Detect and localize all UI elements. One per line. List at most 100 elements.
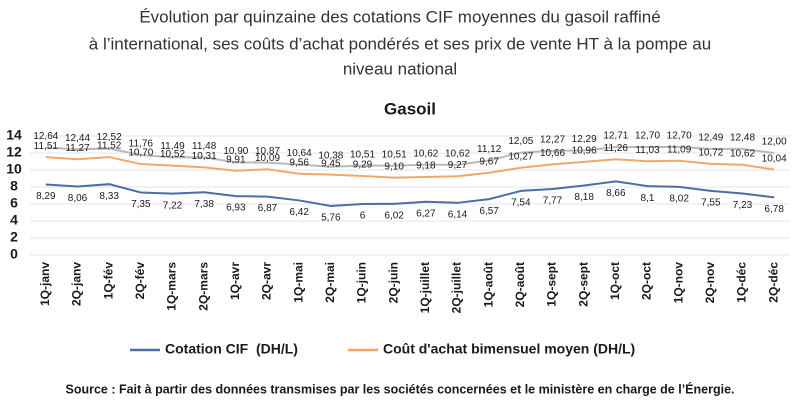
data-label: 9,10 (384, 161, 404, 172)
y-tick-label: 0 (10, 246, 18, 262)
y-tick-label: 4 (10, 212, 18, 228)
data-label: 7,23 (733, 200, 753, 211)
data-label: 8,1 (641, 193, 655, 204)
series-line (45, 156, 775, 179)
data-label: 10,62 (445, 148, 470, 159)
data-label: 6,02 (384, 210, 404, 221)
x-tick-label: 1Q-mai (291, 262, 305, 303)
data-label: 11,03 (635, 145, 660, 156)
x-tick-label: 1Q-fév (101, 262, 115, 300)
x-tick-label: 1Q-juillet (418, 262, 432, 313)
x-tick-label: 2Q-juillet (450, 262, 464, 313)
data-label: 9,29 (353, 160, 373, 171)
data-label: 10,66 (540, 148, 565, 159)
data-label: 8,29 (36, 191, 56, 202)
source-note: Source : Fait à partir des données trans… (65, 381, 734, 396)
chart-subtitle: Gasoil (384, 99, 436, 118)
x-tick-label: 2Q-déc (766, 262, 780, 303)
data-label: 8,02 (669, 193, 689, 204)
data-label: 12,70 (635, 131, 660, 142)
y-tick-label: 12 (6, 144, 22, 160)
x-tick-label: 2Q-août (513, 262, 527, 307)
data-label: 12,00 (762, 137, 787, 148)
data-label: 12,64 (33, 131, 58, 142)
data-label: 11,52 (97, 141, 122, 152)
data-label: 12,29 (572, 134, 597, 145)
data-label: 10,90 (223, 146, 248, 157)
data-label: 10,27 (508, 151, 533, 162)
data-label: 11,26 (604, 143, 629, 154)
x-tick-label: 2Q-avr (260, 262, 274, 300)
data-label: 10,62 (730, 148, 755, 159)
chart-title: Évolution par quinzaine des cotations CI… (139, 7, 660, 26)
legend-label: Cotation CIF (DH/L) (165, 341, 298, 357)
x-tick-label: 2Q-nov (703, 262, 717, 304)
series-line (45, 145, 775, 168)
data-label: 7,22 (163, 200, 183, 211)
x-tick-label: 2Q-oct (640, 262, 654, 300)
data-label: 8,33 (99, 191, 119, 202)
data-label: 6,42 (289, 207, 309, 218)
data-label: 7,38 (194, 199, 214, 210)
x-tick-label: 1Q-avr (228, 262, 242, 300)
data-label: 7,55 (701, 197, 721, 208)
data-label: 6,27 (416, 208, 436, 219)
data-label: 6,87 (258, 203, 278, 214)
x-tick-label: 2Q-mai (323, 262, 337, 303)
data-label: 9,18 (416, 161, 436, 172)
data-label: 9,45 (321, 158, 341, 169)
data-label: 9,56 (289, 157, 309, 168)
x-tick-label: 1Q-oct (608, 262, 622, 300)
y-tick-label: 6 (10, 195, 18, 211)
data-label: 11,76 (129, 139, 154, 150)
y-tick-label: 8 (10, 178, 18, 194)
chart-title: à l’international, ses coûts d’achat pon… (89, 34, 711, 53)
data-label: 6,78 (764, 204, 784, 215)
data-label: 10,04 (762, 153, 787, 164)
data-label: 8,18 (574, 192, 594, 203)
data-label: 10,31 (192, 151, 217, 162)
x-tick-label: 1Q-juin (355, 262, 369, 303)
x-tick-label: 1Q-janv (38, 262, 52, 306)
x-tick-label: 2Q-mars (196, 262, 210, 311)
data-label: 9,91 (226, 154, 246, 165)
data-label: 11,27 (65, 143, 90, 154)
data-label: 7,54 (511, 198, 531, 209)
x-tick-label: 2Q-janv (70, 262, 84, 306)
data-label: 6,93 (226, 203, 246, 214)
data-label: 12,70 (667, 131, 692, 142)
x-tick-label: 1Q-nov (671, 262, 685, 304)
x-tick-label: 1Q-déc (735, 262, 749, 303)
data-label: 9,67 (479, 156, 499, 167)
data-label: 6,14 (448, 209, 468, 220)
data-label: 10,96 (572, 145, 597, 156)
y-tick-label: 2 (10, 229, 18, 245)
legend-label: Coût d'achat bimensuel moyen (DH/L) (383, 341, 635, 357)
data-label: 11,09 (667, 144, 692, 155)
data-label: 10,09 (255, 153, 280, 164)
data-label: 11,49 (160, 141, 185, 152)
data-label: 11,51 (34, 141, 59, 152)
data-label: 10,51 (382, 149, 407, 160)
data-label: 6,57 (479, 206, 499, 217)
data-label: 5,76 (321, 213, 341, 224)
data-label: 10,52 (160, 149, 185, 160)
data-label: 12,48 (730, 133, 755, 144)
x-tick-label: 2Q-sept (576, 262, 590, 307)
data-label: 11,12 (477, 144, 502, 155)
data-label: 12,44 (65, 133, 90, 144)
data-label: 11,48 (192, 141, 217, 152)
data-label: 10,51 (350, 149, 375, 160)
data-label: 12,52 (97, 132, 122, 143)
data-label: 10,38 (318, 150, 343, 161)
x-tick-label: 1Q-sept (545, 262, 559, 307)
chart-title: niveau national (343, 59, 457, 78)
data-label: 12,49 (698, 132, 723, 143)
data-label: 10,87 (255, 146, 280, 157)
x-tick-label: 2Q-fév (133, 262, 147, 300)
data-label: 9,27 (448, 160, 468, 171)
x-tick-label: 2Q-juin (386, 262, 400, 303)
x-tick-label: 1Q-mars (165, 262, 179, 311)
data-label: 12,27 (540, 134, 565, 145)
data-label: 7,35 (131, 199, 151, 210)
